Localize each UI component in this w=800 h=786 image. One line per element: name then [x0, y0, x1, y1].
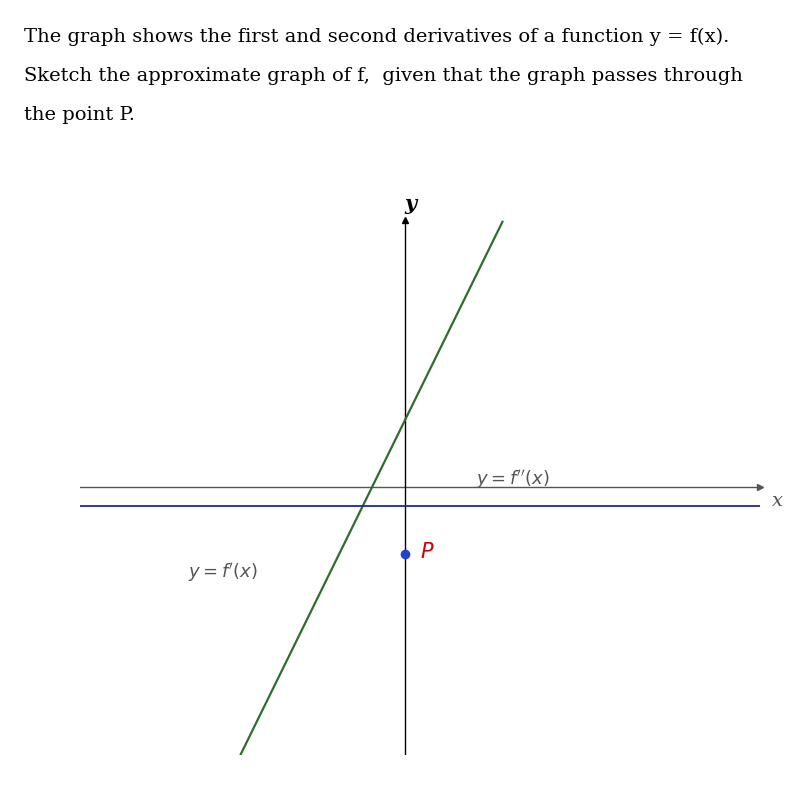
Text: $y = f'(x)$: $y = f'(x)$: [187, 561, 258, 585]
Text: $y = f^{\prime\prime}(x)$: $y = f^{\prime\prime}(x)$: [476, 468, 550, 491]
Text: y: y: [405, 194, 417, 214]
Text: x: x: [772, 492, 783, 510]
Text: Sketch the approximate graph of f,  given that the graph passes through: Sketch the approximate graph of f, given…: [24, 67, 743, 85]
Text: The graph shows the first and second derivatives of a function y = f(x).: The graph shows the first and second der…: [24, 28, 730, 46]
Text: $P$: $P$: [420, 542, 434, 562]
Text: the point P.: the point P.: [24, 106, 135, 124]
